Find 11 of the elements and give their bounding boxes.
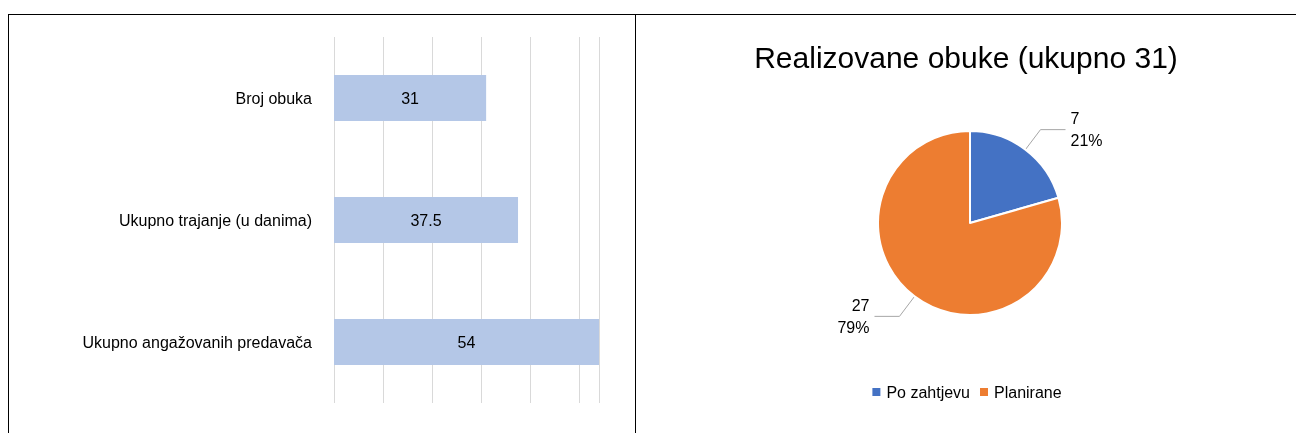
data-label: 27 79% [837, 296, 870, 336]
data-label: 37.5 [410, 211, 442, 229]
y-tick-label: Broj obuka [235, 89, 313, 107]
y-tick-label: Ukupno angažovanih predavača [82, 333, 313, 351]
legend-label: Po zahtjevu [886, 383, 970, 401]
y-tick-label: Ukupno trajanje (u danima) [119, 211, 312, 229]
data-label: 31 [401, 89, 420, 107]
chart-title: Realizovane obuke (ukupno 31) [754, 40, 1178, 74]
data-label: 7 21% [1070, 110, 1103, 150]
legend-label: Planirane [994, 383, 1062, 401]
data-label: 54 [457, 333, 476, 351]
